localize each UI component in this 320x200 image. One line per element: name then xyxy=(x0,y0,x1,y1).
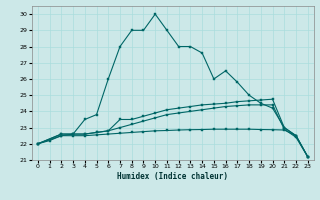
X-axis label: Humidex (Indice chaleur): Humidex (Indice chaleur) xyxy=(117,172,228,181)
